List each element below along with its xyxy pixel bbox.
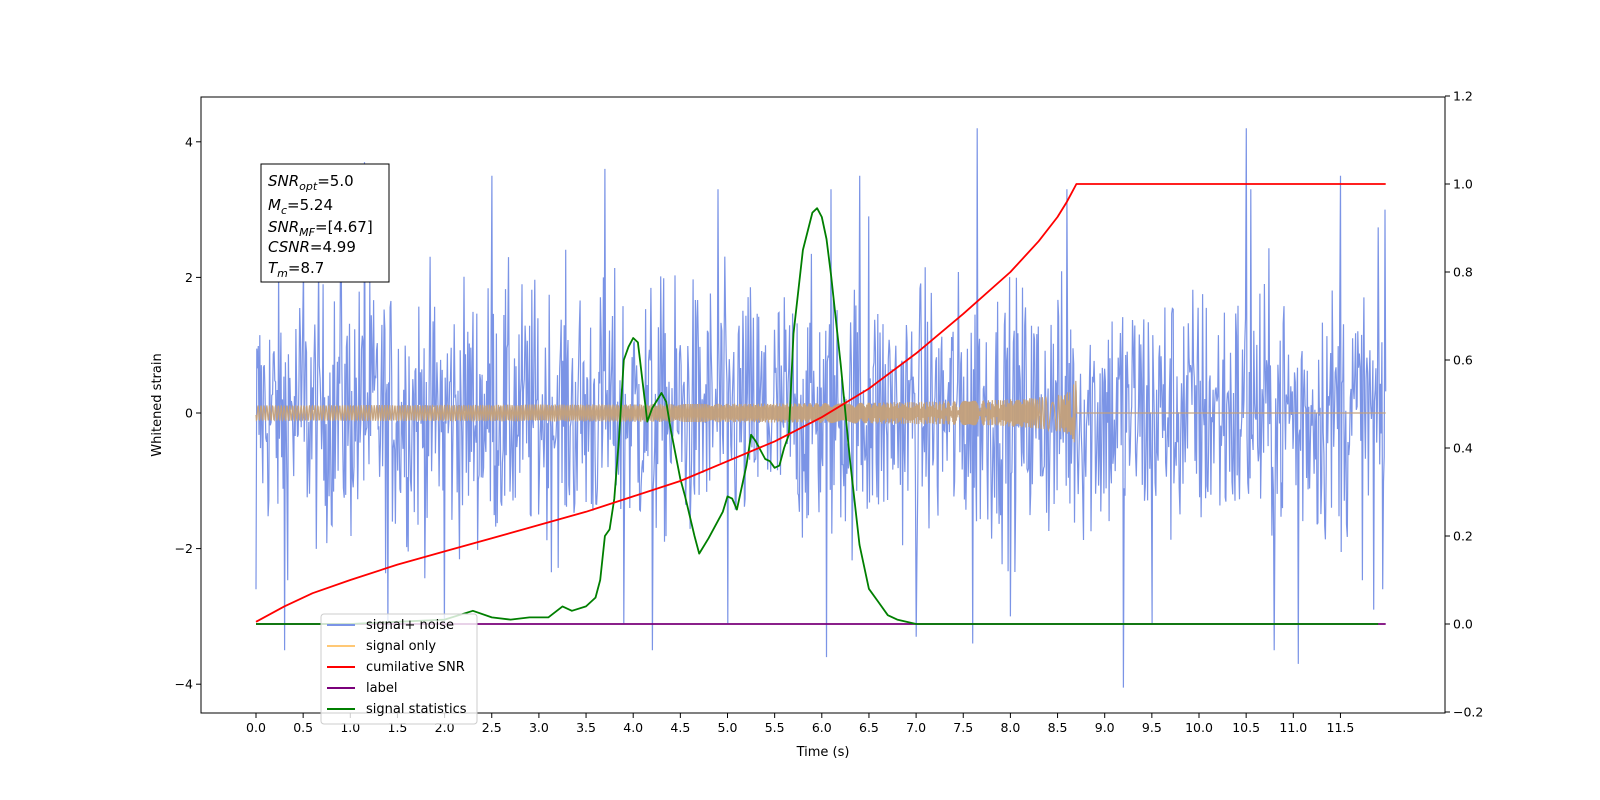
info-csnr: CSNR=4.99: [268, 238, 356, 256]
x-tick-label: 5.0: [718, 720, 738, 735]
legend-item-signal-only: signal only: [327, 639, 436, 654]
plot-frame: [200, 96, 1446, 714]
y-axis-left: −4 −2 0 2 4: [175, 134, 201, 692]
series-signal-noise: [255, 128, 1387, 688]
series-signal-only: [255, 380, 1386, 443]
y-right-tick-label: 0.2: [1453, 529, 1473, 544]
x-axis-label: Time (s): [796, 745, 850, 760]
info-snr-mf-value: =[4.67]: [315, 218, 373, 236]
x-tick-label: 6.0: [812, 720, 832, 735]
x-tick-label: 8.5: [1048, 720, 1068, 735]
y-right-tick-label: 0.0: [1453, 617, 1473, 632]
y-right-tick-label: 1.0: [1453, 177, 1473, 192]
info-snr-opt-value: =5.0: [317, 172, 353, 190]
x-tick-label: 7.0: [906, 720, 926, 735]
info-tm: Tm=8.7: [268, 259, 324, 280]
legend-label-signal-only: signal only: [366, 639, 436, 654]
series-signal-statistics: [256, 207, 1379, 625]
x-tick-label: 9.5: [1142, 720, 1162, 735]
info-tm-value: =8.7: [288, 259, 324, 277]
legend-label-label: label: [366, 681, 397, 696]
legend-label-signal-noise: signal+ noise: [366, 618, 454, 633]
y-left-tick-label: −4: [175, 677, 193, 692]
info-snr-mf: SNRMF=[4.67]: [268, 218, 373, 239]
info-box: SNRopt=5.0 Mc=5.24 SNRMF=[4.67] CSNR=4.9…: [260, 163, 390, 283]
legend-item-signal-noise: signal+ noise: [327, 618, 454, 633]
x-axis: 0.0 0.5 1.0 1.5 2.0 2.5 3.0 3.5 4.0 4.5 5.0 5.5 6.0 6…: [246, 713, 1354, 735]
y-left-tick-label: 2: [185, 270, 193, 285]
x-tick-label: 11.5: [1327, 720, 1355, 735]
x-tick-label: 10.5: [1232, 720, 1260, 735]
info-snr-opt: SNRopt=5.0: [268, 172, 354, 193]
x-tick-label: 3.0: [529, 720, 549, 735]
x-tick-label: 5.5: [765, 720, 785, 735]
info-mc: Mc=5.24: [268, 196, 333, 217]
info-csnr-value: =4.99: [310, 238, 356, 256]
x-tick-label: 2.5: [482, 720, 502, 735]
legend-label-signal-statistics: signal statistics: [366, 702, 467, 717]
y-right-tick-label: 0.8: [1453, 265, 1473, 280]
legend-item-label: label: [327, 681, 397, 696]
legend-item-signal-statistics: signal statistics: [327, 702, 467, 717]
x-tick-label: 6.5: [859, 720, 879, 735]
y-left-tick-label: 0: [185, 406, 193, 421]
x-tick-label: 3.5: [576, 720, 596, 735]
x-tick-label: 9.0: [1095, 720, 1115, 735]
legend: signal+ noise signal only cumilative SNR…: [320, 613, 478, 725]
info-box-frame: [260, 163, 390, 283]
series-cumulative-snr: [255, 183, 1386, 623]
x-tick-label: 11.0: [1279, 720, 1307, 735]
y-right-tick-label: 0.6: [1453, 353, 1473, 368]
y-right-tick-label: 1.2: [1453, 89, 1473, 104]
y-right-tick-label: 0.4: [1453, 441, 1473, 456]
x-tick-label: 4.0: [623, 720, 643, 735]
y-left-tick-label: 4: [185, 134, 193, 149]
legend-frame: [320, 613, 478, 725]
x-tick-label: 10.0: [1185, 720, 1213, 735]
legend-item-cumulative-snr: cumilative SNR: [327, 660, 465, 675]
y-axis-label: Whitened strain: [150, 353, 165, 456]
y-left-tick-label: −2: [175, 541, 193, 556]
y-right-tick-label: −0.2: [1453, 705, 1483, 720]
x-tick-label: 0.0: [246, 720, 266, 735]
x-tick-label: 8.0: [1000, 720, 1020, 735]
legend-label-cumulative-snr: cumilative SNR: [366, 660, 465, 675]
x-tick-label: 4.5: [670, 720, 690, 735]
x-tick-label: 7.5: [953, 720, 973, 735]
info-mc-value: =5.24: [287, 196, 333, 214]
y-axis-right: −0.2 0.0 0.2 0.4 0.6 0.8 1.0 1.2: [1445, 89, 1483, 720]
x-tick-label: 0.5: [293, 720, 313, 735]
